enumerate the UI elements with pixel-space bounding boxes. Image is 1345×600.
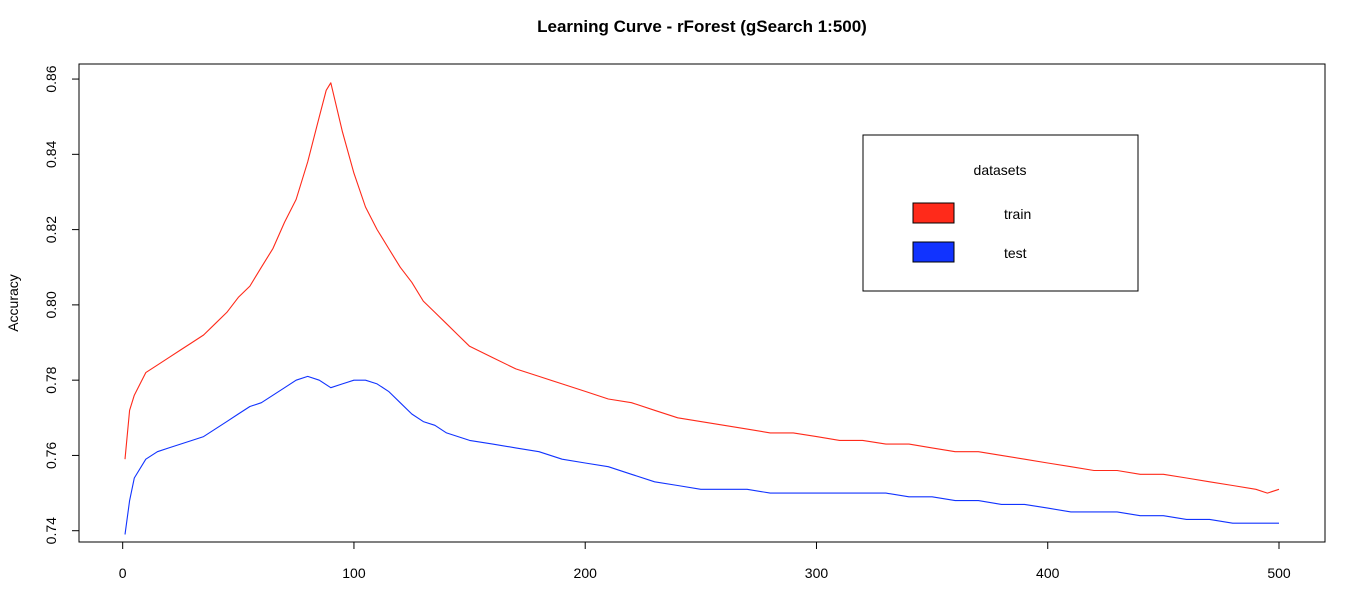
x-tick-label: 500 bbox=[1267, 565, 1291, 581]
x-tick-label: 300 bbox=[805, 565, 829, 581]
y-tick-label: 0.78 bbox=[43, 366, 59, 393]
x-tick-label: 0 bbox=[119, 565, 127, 581]
legend-swatch-test bbox=[912, 241, 955, 263]
y-tick-label: 0.80 bbox=[43, 291, 59, 318]
series-lines bbox=[124, 82, 1280, 535]
series-line-test bbox=[124, 375, 1279, 535]
legend-label-test: test bbox=[1004, 245, 1027, 261]
legend-swatch-train bbox=[912, 202, 955, 224]
x-tick-label: 400 bbox=[1036, 565, 1060, 581]
y-tick-label: 0.76 bbox=[43, 442, 59, 469]
series-line-train bbox=[124, 82, 1280, 494]
y-tick-label: 0.86 bbox=[43, 65, 59, 92]
chart-title: Learning Curve - rForest (gSearch 1:500) bbox=[537, 17, 867, 36]
plot-frame bbox=[78, 63, 1326, 543]
x-tick-label: 200 bbox=[574, 565, 598, 581]
legend-box bbox=[862, 134, 1139, 292]
y-tick-label: 0.82 bbox=[43, 216, 59, 243]
x-tick-label: 100 bbox=[342, 565, 366, 581]
x-axis: 0 100 200 300 400 500 bbox=[119, 542, 1291, 581]
legend-title: datasets bbox=[974, 162, 1027, 178]
legend: datasets train test bbox=[862, 134, 1139, 292]
legend-label-train: train bbox=[1004, 206, 1031, 222]
y-axis: 0.74 0.76 0.78 0.80 0.82 0.84 0.86 bbox=[43, 65, 79, 544]
y-tick-label: 0.84 bbox=[43, 140, 59, 167]
y-tick-label: 0.74 bbox=[43, 517, 59, 544]
y-axis-label: Accuracy bbox=[5, 274, 21, 332]
